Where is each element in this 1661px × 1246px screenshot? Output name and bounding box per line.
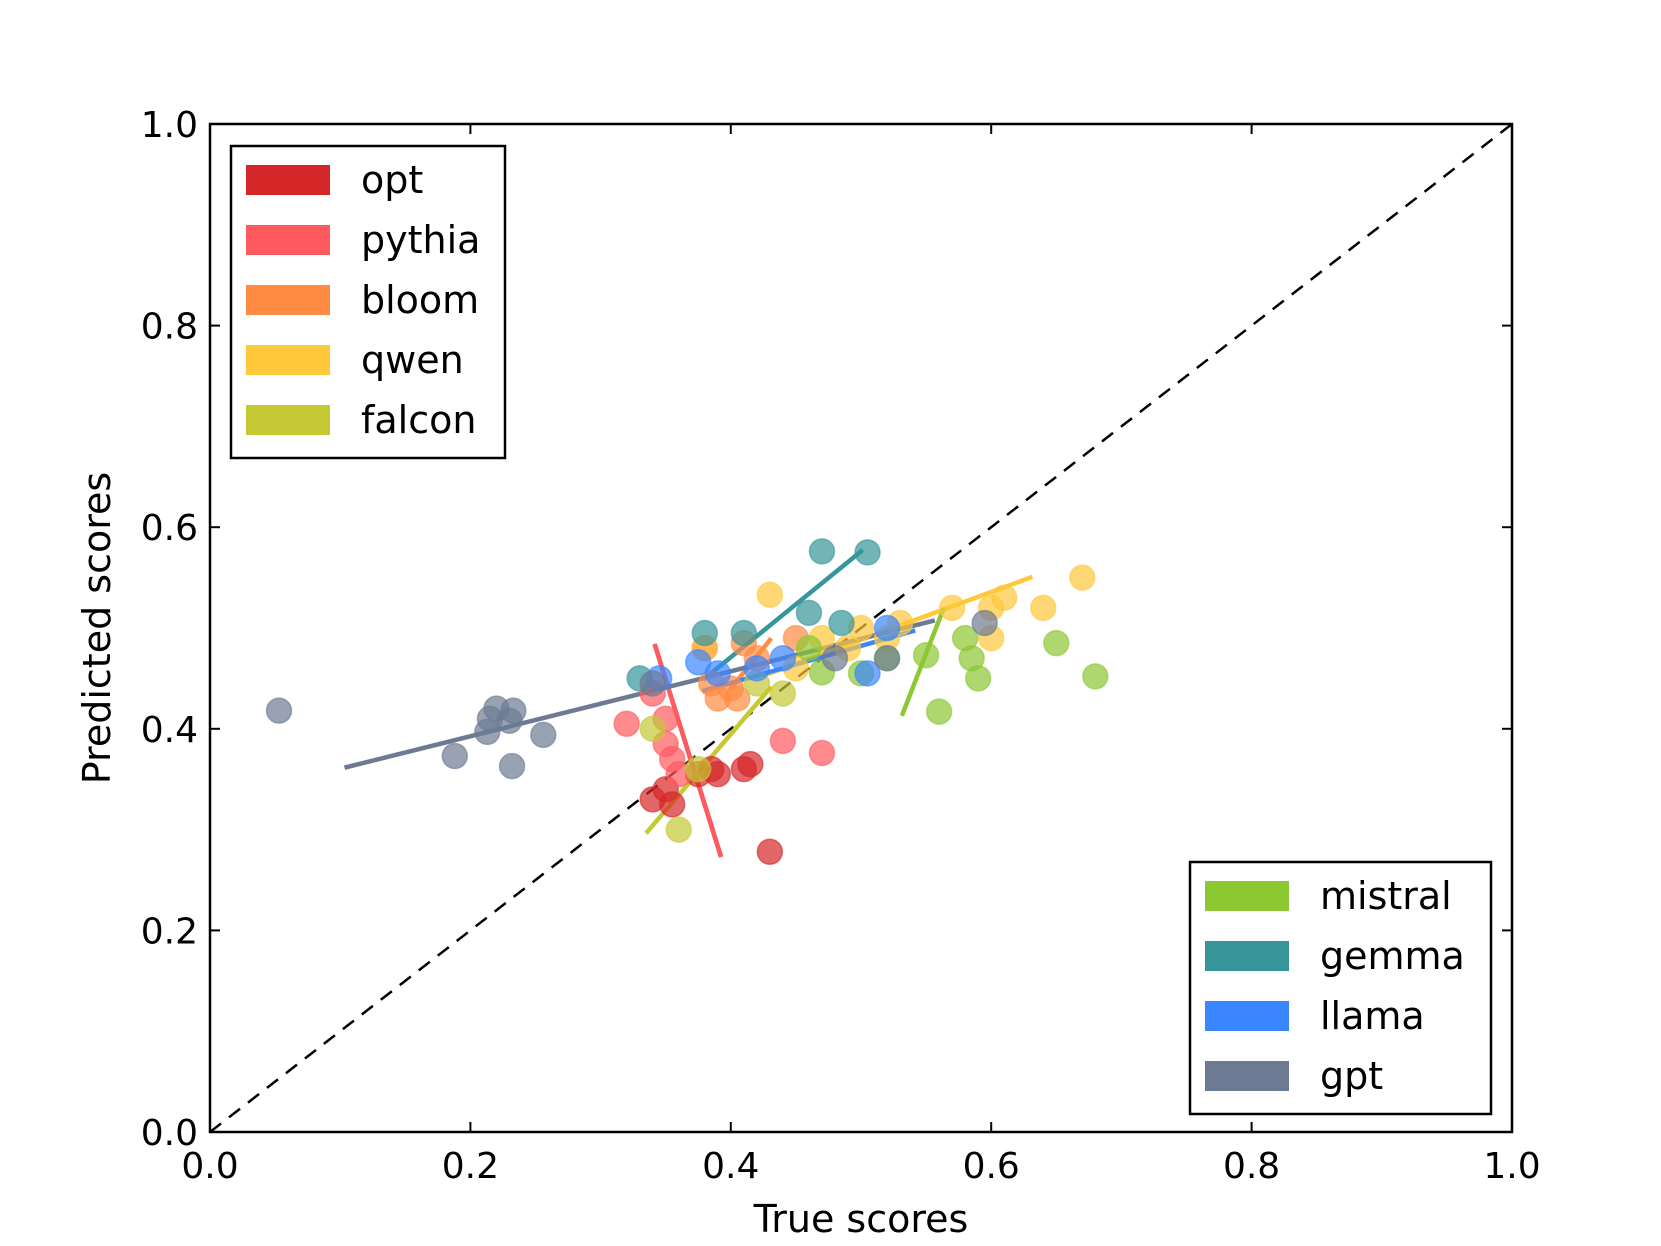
llama-point bbox=[854, 660, 881, 687]
pythia-point bbox=[808, 739, 836, 767]
mistral-point bbox=[1082, 663, 1109, 690]
y-tick-label: 1.0 bbox=[141, 105, 198, 146]
x-axis-ticks: 0.0 0.2 0.4 0.6 0.8 1.0 bbox=[181, 124, 1541, 1187]
llama-point bbox=[704, 660, 732, 687]
gpt-point bbox=[498, 752, 526, 780]
bloom-legend-label: bloom bbox=[361, 278, 479, 322]
gemma-fit-line bbox=[701, 548, 865, 682]
y-tick-label: 0.6 bbox=[141, 508, 198, 549]
gpt-point bbox=[971, 609, 998, 637]
data-points bbox=[265, 538, 1109, 866]
x-tick-label: 0.6 bbox=[963, 1146, 1020, 1187]
x-tick-label: 1.0 bbox=[1483, 1146, 1540, 1187]
opt-legend-swatch bbox=[246, 165, 330, 195]
falcon-legend-swatch bbox=[246, 405, 330, 435]
qwen-legend-swatch bbox=[246, 345, 330, 375]
bloom-point bbox=[724, 685, 751, 712]
x-tick-label: 0.8 bbox=[1223, 1146, 1280, 1187]
plot-frame bbox=[208, 122, 1514, 1134]
gemma-point bbox=[854, 539, 881, 566]
qwen-point bbox=[756, 581, 784, 608]
gemma-point bbox=[828, 609, 855, 637]
y-tick-label: 0.8 bbox=[141, 307, 198, 348]
y-tick-label: 0.2 bbox=[141, 911, 198, 952]
llama-legend-swatch bbox=[1205, 1001, 1289, 1031]
gemma-point bbox=[795, 599, 823, 627]
gpt-point bbox=[265, 697, 293, 724]
y-axis-label: Predicted scores bbox=[75, 472, 119, 784]
mistral-legend-label: mistral bbox=[1320, 874, 1452, 918]
mistral-point bbox=[912, 641, 940, 669]
gemma-legend-label: gemma bbox=[1320, 934, 1465, 978]
gpt-legend-swatch bbox=[1205, 1061, 1289, 1091]
y-tick-label: 0.0 bbox=[141, 1113, 198, 1154]
opt-point bbox=[756, 838, 784, 866]
x-tick-label: 0.0 bbox=[181, 1146, 238, 1187]
gpt-point bbox=[530, 721, 557, 749]
qwen-point bbox=[990, 584, 1018, 612]
llama-point bbox=[743, 655, 771, 682]
gpt-point bbox=[639, 670, 666, 697]
gpt-point bbox=[500, 697, 527, 724]
y-axis-ticks: 0.0 0.2 0.4 0.6 0.8 1.0 bbox=[141, 105, 1512, 1154]
falcon-legend-label: falcon bbox=[361, 398, 476, 442]
x-tick-label: 0.4 bbox=[702, 1146, 759, 1187]
gpt-point bbox=[821, 644, 849, 672]
x-axis-label: True scores bbox=[753, 1197, 969, 1241]
mistral-point bbox=[795, 634, 823, 662]
legend-upper-left: opt pythia bloom qwen falcon bbox=[229, 144, 507, 460]
pythia-point bbox=[769, 727, 797, 755]
falcon-point bbox=[639, 715, 666, 743]
gemma-point bbox=[808, 538, 836, 565]
falcon-point bbox=[665, 816, 692, 843]
x-tick-label: 0.2 bbox=[442, 1146, 499, 1187]
llama-point bbox=[873, 614, 901, 642]
qwen-legend-label: qwen bbox=[361, 338, 464, 382]
bloom-legend-swatch bbox=[246, 285, 330, 315]
falcon-point bbox=[685, 755, 712, 783]
gpt-point bbox=[873, 644, 901, 672]
gemma-point bbox=[730, 619, 758, 647]
qwen-point bbox=[938, 594, 966, 622]
gpt-legend-label: gpt bbox=[1320, 1054, 1383, 1098]
gpt-point bbox=[441, 742, 469, 770]
opt-legend-label: opt bbox=[361, 158, 423, 202]
falcon-point bbox=[769, 680, 797, 707]
gemma-point bbox=[691, 619, 719, 647]
mistral-legend-swatch bbox=[1205, 881, 1289, 911]
mistral-point bbox=[964, 665, 992, 692]
pythia-point bbox=[613, 710, 640, 738]
qwen-point bbox=[1030, 594, 1057, 622]
opt-point bbox=[737, 750, 764, 778]
qwen-point bbox=[1069, 564, 1096, 591]
gemma-legend-swatch bbox=[1205, 941, 1289, 971]
legend-lower-right: mistral gemma llama gpt bbox=[1188, 860, 1493, 1116]
y-tick-label: 0.4 bbox=[141, 710, 198, 751]
mistral-point bbox=[1043, 629, 1070, 657]
pythia-legend-swatch bbox=[246, 225, 330, 255]
pythia-legend-label: pythia bbox=[361, 218, 480, 262]
mistral-point bbox=[925, 698, 953, 725]
opt-point bbox=[658, 791, 686, 818]
llama-point bbox=[769, 644, 797, 672]
llama-legend-label: llama bbox=[1320, 994, 1425, 1038]
